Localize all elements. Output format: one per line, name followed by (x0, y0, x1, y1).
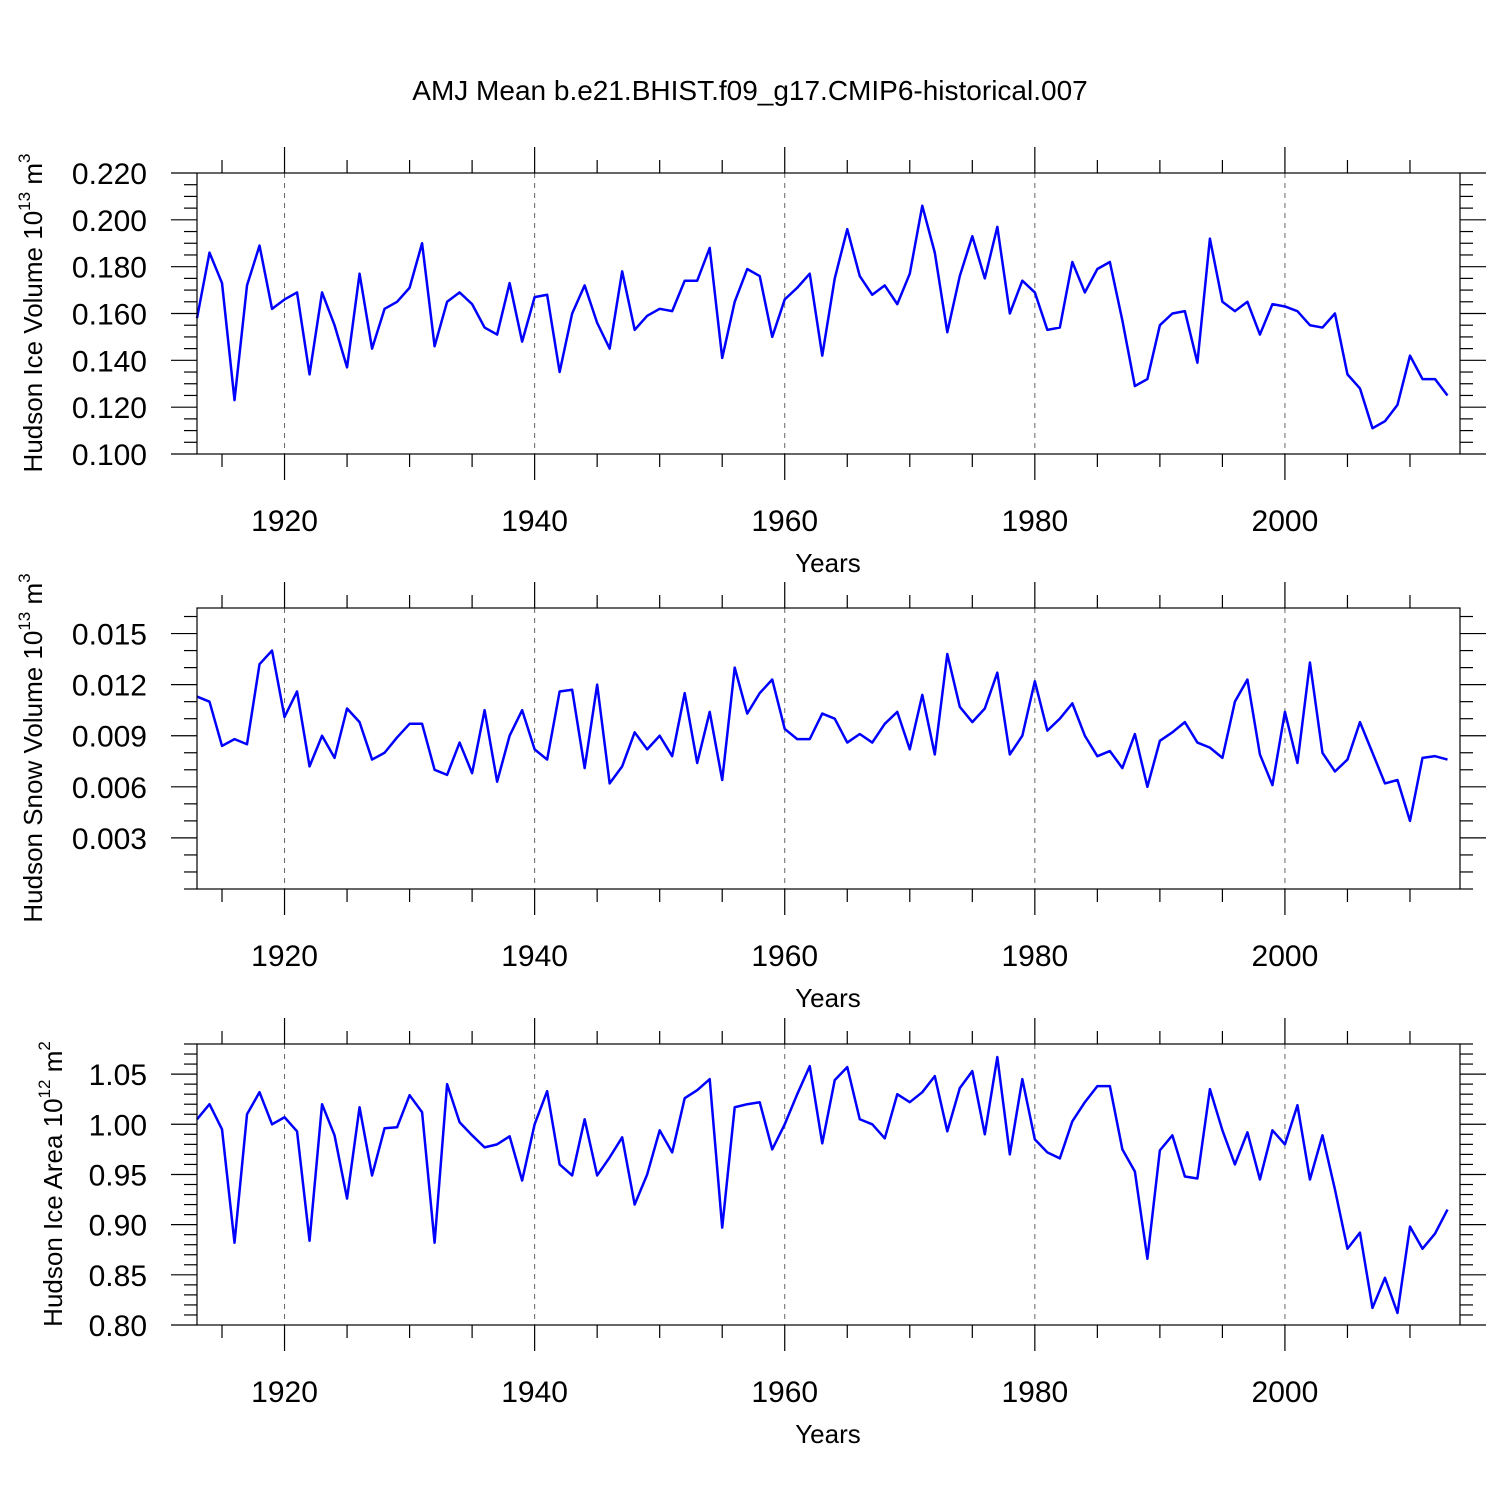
y-label-unit-exponent: 2 (35, 1041, 54, 1050)
y-tick-label: 1.00 (89, 1109, 147, 1142)
y-tick-labels: 0.003 0.006 0.009 0.012 0.015 (72, 619, 147, 856)
y-tick-label: 0.012 (72, 670, 147, 703)
x-tick-label: 1980 (1001, 505, 1068, 538)
y-tick-label: 0.100 (72, 439, 147, 472)
y-label-exponent: 13 (15, 612, 34, 631)
panel-ice-area: 0.80 0.85 0.90 0.95 1.00 1.05 1920 1940 1960 198… (35, 1018, 1486, 1449)
x-tick-labels: 1920 1940 1960 1980 2000 (251, 505, 1318, 538)
series-line (196, 1055, 1449, 1315)
xgrid (284, 173, 1286, 454)
x-axis-label: Years (795, 983, 861, 1013)
y-tick-label: 0.006 (72, 772, 147, 805)
axis-ticks (171, 582, 1486, 915)
x-tick-label: 1980 (1001, 1376, 1068, 1409)
xgrid (284, 608, 1286, 889)
y-axis-label: Hudson Ice Area 1012 m2 (35, 1041, 68, 1327)
x-tick-label: 1960 (751, 940, 818, 973)
y-tick-label: 0.120 (72, 392, 147, 425)
x-tick-label: 1940 (501, 940, 568, 973)
plot-frame (196, 607, 1461, 890)
y-tick-label: 1.05 (89, 1059, 147, 1092)
x-axis-label: Years (795, 1419, 861, 1449)
y-label-exponent: 13 (15, 192, 34, 211)
axis-ticks (171, 1018, 1486, 1351)
x-tick-label: 1940 (501, 1376, 568, 1409)
axis-ticks (171, 147, 1486, 480)
x-tick-label: 1920 (251, 505, 318, 538)
y-tick-label: 0.200 (72, 205, 147, 238)
y-tick-labels: 0.100 0.120 0.140 0.160 0.180 0.200 0.220 (72, 158, 147, 472)
xgrid (284, 1044, 1286, 1325)
y-tick-label: 0.140 (72, 345, 147, 378)
x-tick-label: 1920 (251, 940, 318, 973)
y-tick-label: 0.85 (89, 1260, 147, 1293)
figure-title: AMJ Mean b.e21.BHIST.f09_g17.CMIP6-histo… (412, 75, 1087, 106)
y-tick-label: 0.015 (72, 619, 147, 652)
y-axis-label: Hudson Snow Volume 1013 m3 (15, 573, 48, 922)
y-label-main: Hudson Ice Area 10 (38, 1098, 68, 1326)
y-tick-label: 0.220 (72, 158, 147, 191)
x-axis-label: Years (795, 548, 861, 578)
panel-ice-volume: 0.100 0.120 0.140 0.160 0.180 0.200 0.220 1920… (15, 147, 1486, 578)
x-tick-labels: 1920 1940 1960 1980 2000 (251, 1376, 1318, 1409)
y-label-unit-exponent: 3 (15, 573, 34, 582)
y-label-unit: m (18, 163, 48, 192)
y-tick-label: 0.003 (72, 823, 147, 856)
y-tick-label: 0.009 (72, 721, 147, 754)
x-tick-label: 1940 (501, 505, 568, 538)
y-tick-label: 0.160 (72, 299, 147, 332)
y-label-unit: m (18, 583, 48, 612)
series-line (195, 204, 1449, 430)
x-tick-label: 2000 (1252, 940, 1319, 973)
y-label-main: Hudson Snow Volume 10 (18, 631, 48, 923)
series-line (196, 649, 1448, 823)
y-label-main: Hudson Ice Volume 10 (18, 211, 48, 473)
x-tick-label: 1980 (1001, 940, 1068, 973)
y-tick-label: 0.180 (72, 252, 147, 285)
y-tick-label: 0.80 (89, 1310, 147, 1343)
y-tick-label: 0.95 (89, 1159, 147, 1192)
y-label-unit-exponent: 3 (15, 154, 34, 163)
x-tick-labels: 1920 1940 1960 1980 2000 (251, 940, 1318, 973)
y-axis-label: Hudson Ice Volume 1013 m3 (15, 154, 48, 473)
x-tick-label: 1920 (251, 1376, 318, 1409)
y-label-exponent: 12 (35, 1080, 54, 1099)
x-tick-label: 2000 (1252, 505, 1319, 538)
x-tick-label: 1960 (751, 505, 818, 538)
y-tick-label: 0.90 (89, 1210, 147, 1243)
y-label-unit: m (38, 1051, 68, 1080)
x-tick-label: 1960 (751, 1376, 818, 1409)
x-tick-label: 2000 (1252, 1376, 1319, 1409)
y-tick-labels: 0.80 0.85 0.90 0.95 1.00 1.05 (89, 1059, 147, 1343)
plot-frame (196, 1043, 1461, 1326)
